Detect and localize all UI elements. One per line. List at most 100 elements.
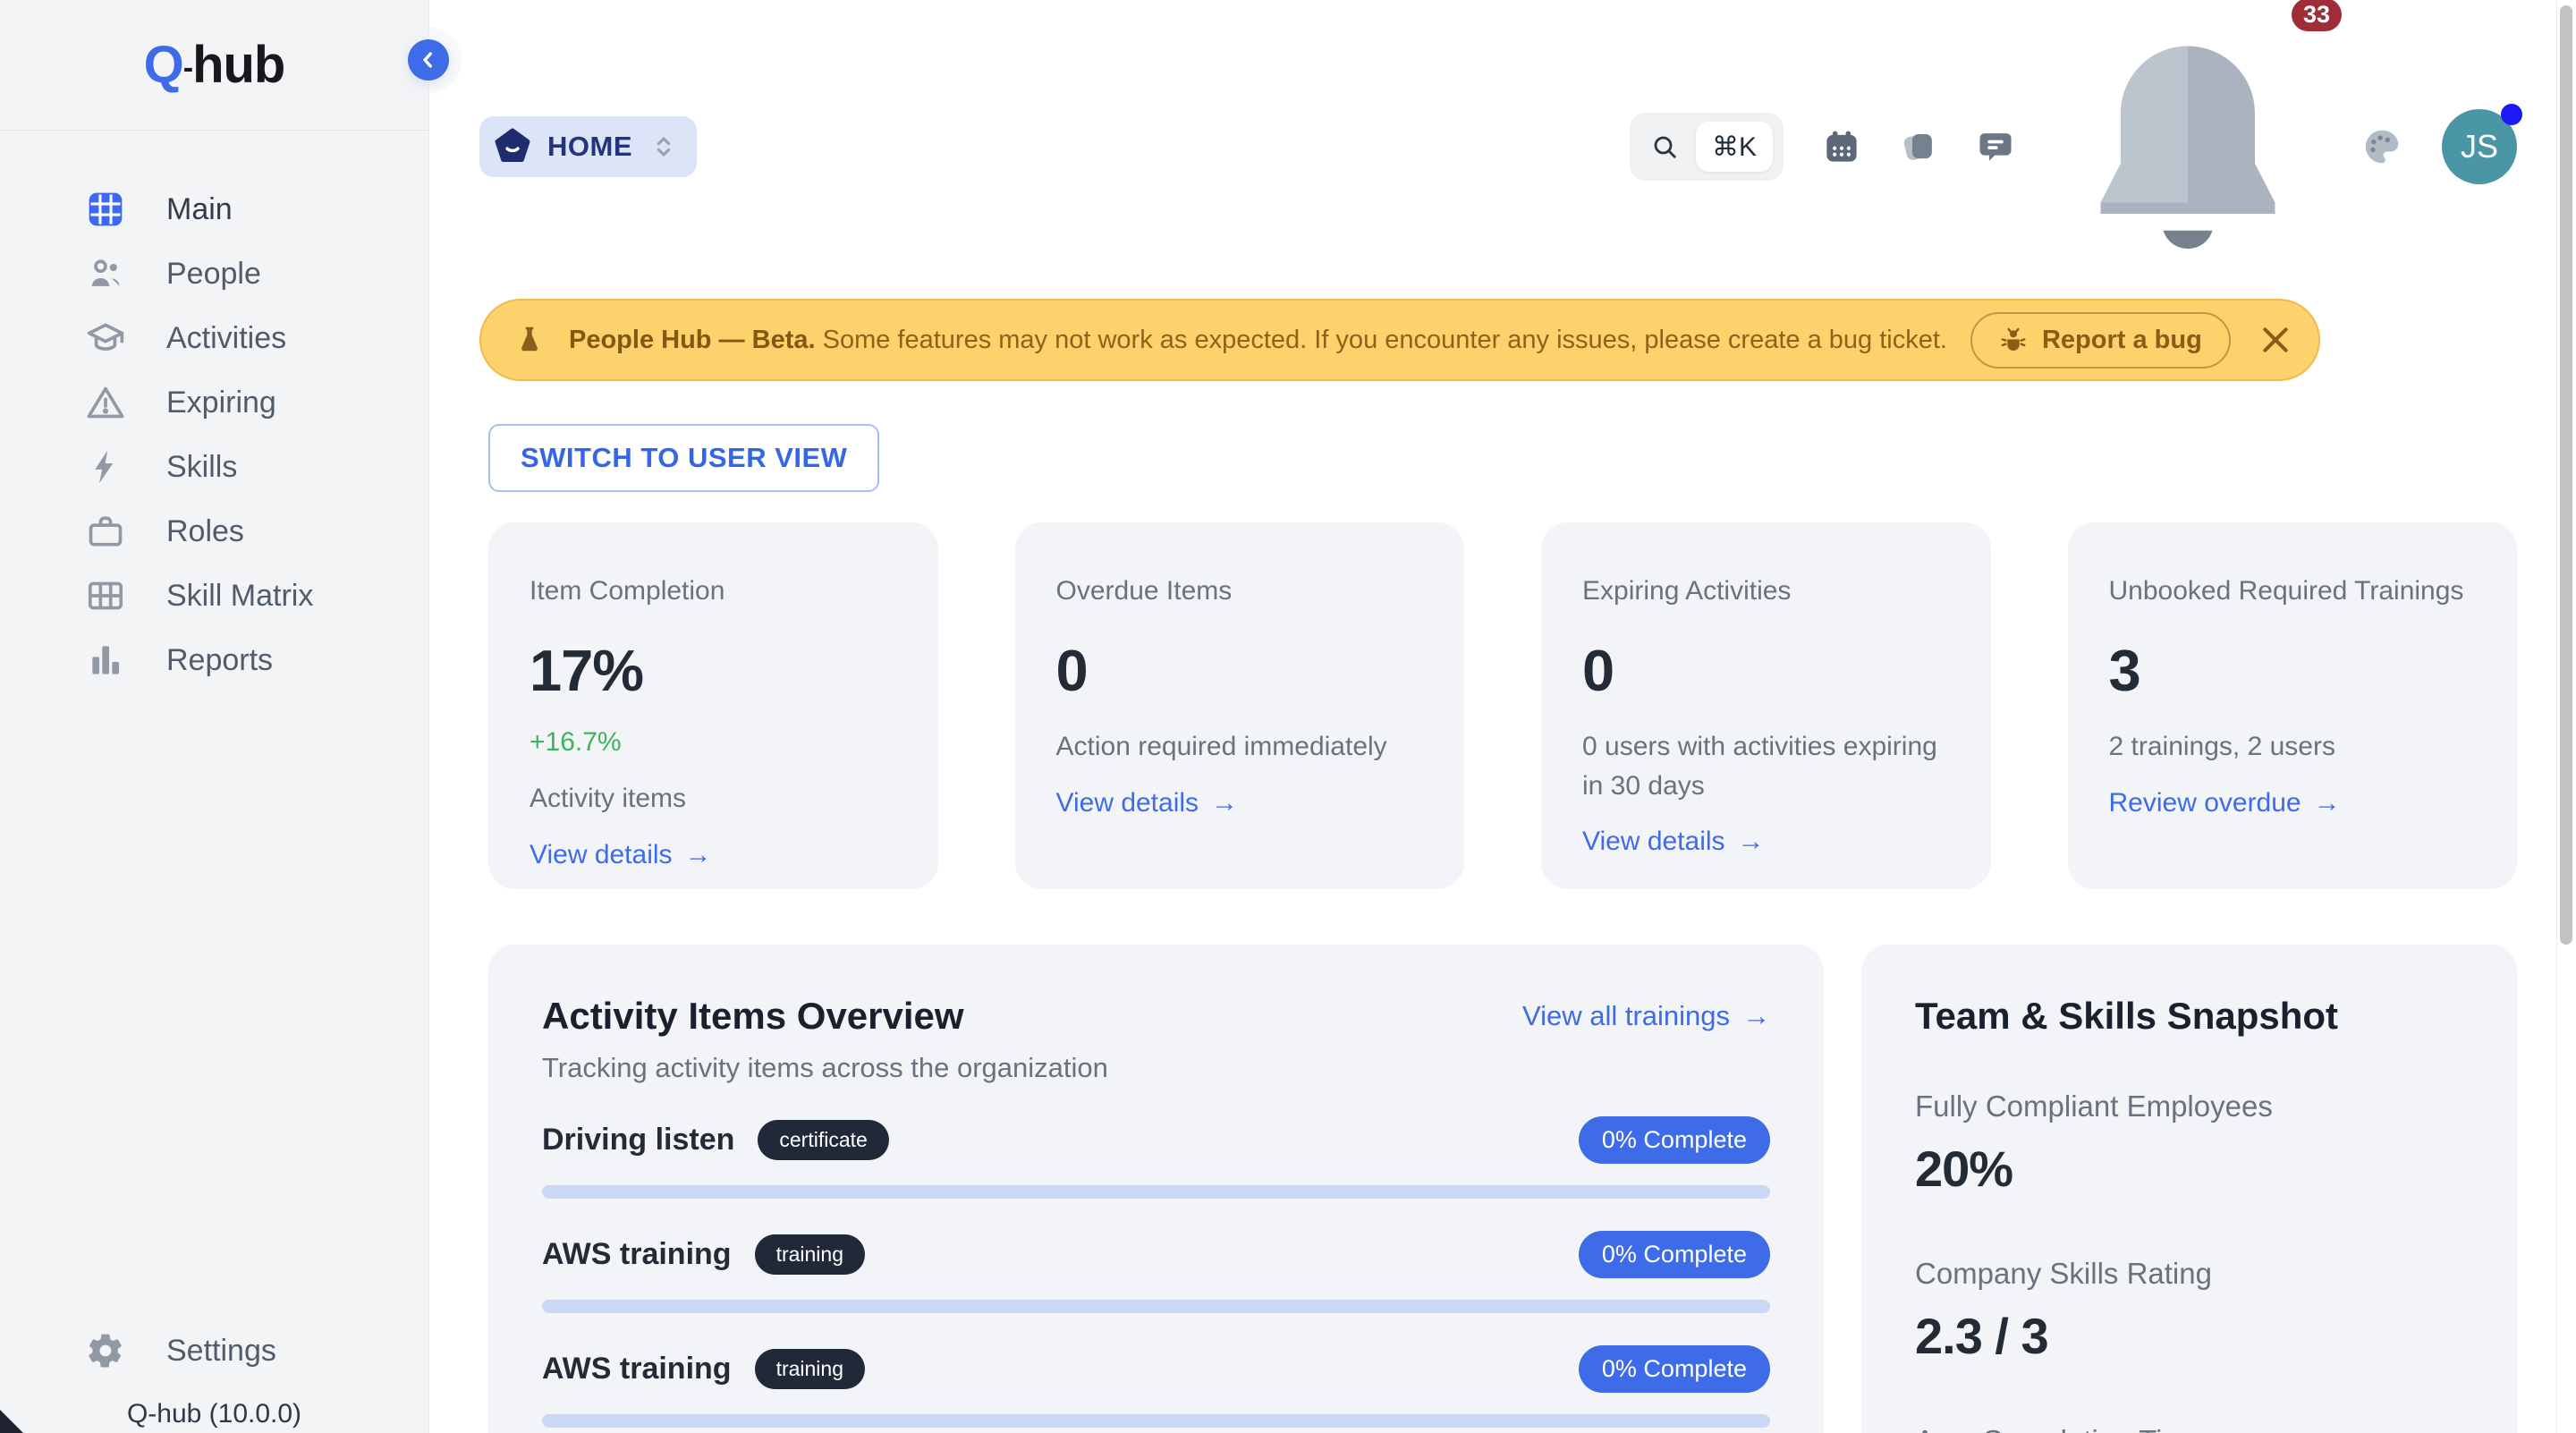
training-status-pill: 0% Complete bbox=[1578, 1116, 1770, 1164]
progress-bar bbox=[542, 1300, 1770, 1313]
sidebar-item-icon bbox=[86, 512, 125, 551]
gear-icon bbox=[86, 1331, 125, 1370]
stat-subtitle: Action required immediately bbox=[1055, 732, 1387, 761]
stat-title: Unbooked Required Trainings bbox=[2108, 576, 2464, 606]
workspace-icon bbox=[494, 128, 531, 165]
sidebar-item-icon bbox=[86, 254, 125, 293]
snapshot-metric: Company Skills Rating 2.3 / 3 bbox=[1915, 1257, 2463, 1365]
sidebar-item[interactable]: Reports bbox=[0, 628, 428, 692]
stat-card: Item Completion 17% +16.7% Activity item… bbox=[488, 522, 938, 889]
arrow-right-icon: → bbox=[684, 839, 712, 869]
calendar-icon[interactable] bbox=[1823, 128, 1860, 165]
sidebar-item[interactable]: Skill Matrix bbox=[0, 564, 428, 628]
sidebar-item-settings[interactable]: Settings bbox=[0, 1319, 428, 1383]
sidebar-item-label: Skills bbox=[166, 449, 238, 484]
workspace-switcher[interactable]: HOME bbox=[479, 116, 697, 177]
stat-link[interactable]: Review overdue → bbox=[2109, 788, 2341, 818]
overview-title: Activity Items Overview bbox=[542, 995, 964, 1037]
user-avatar[interactable]: JS bbox=[2442, 104, 2522, 184]
metric-label: Fully Compliant Employees bbox=[1915, 1090, 2273, 1123]
stat-card: Expiring Activities 0 0 users with activ… bbox=[1541, 522, 1991, 889]
stat-cards: Item Completion 17% +16.7% Activity item… bbox=[488, 522, 2517, 889]
chevron-left-icon bbox=[415, 47, 442, 73]
sidebar-item-label: People bbox=[166, 256, 261, 291]
sidebar-item[interactable]: Main bbox=[0, 177, 428, 242]
snapshot-metric: Avg. Completion Time 0 days bbox=[1915, 1424, 2463, 1433]
report-bug-label: Report a bug bbox=[2041, 325, 2202, 354]
app-logo: Q-hub bbox=[0, 0, 428, 131]
training-status-pill: 0% Complete bbox=[1578, 1345, 1770, 1393]
notifications-button[interactable]: 33 bbox=[2054, 0, 2342, 281]
stat-title: Item Completion bbox=[530, 576, 725, 606]
sidebar-item[interactable]: People bbox=[0, 242, 428, 306]
stat-link-label: Review overdue bbox=[2108, 787, 2301, 818]
training-type-badge: training bbox=[754, 1349, 865, 1389]
theme-palette-icon[interactable] bbox=[2361, 126, 2402, 167]
banner-message: Some features may not work as expected. … bbox=[822, 325, 1947, 354]
stat-link[interactable]: View details → bbox=[1056, 788, 1239, 818]
layers-icon[interactable] bbox=[1900, 128, 1937, 165]
workspace-label: HOME bbox=[547, 131, 632, 162]
metric-value: 2.3 / 3 bbox=[1915, 1308, 2049, 1364]
sidebar: Q-hub Main People Activities Expiring bbox=[0, 0, 449, 1433]
stat-link[interactable]: View details → bbox=[1582, 827, 1765, 857]
snapshot-metrics: Fully Compliant Employees 20% Company Sk… bbox=[1915, 1090, 2463, 1433]
avatar-initials: JS bbox=[2460, 128, 2498, 165]
search-button[interactable]: ⌘K bbox=[1629, 113, 1784, 181]
stat-subtitle: 2 trainings, 2 users bbox=[2108, 732, 2335, 761]
arrow-right-icon: → bbox=[1742, 1000, 1770, 1031]
training-type-badge: certificate bbox=[758, 1120, 889, 1160]
progress-bar bbox=[542, 1414, 1770, 1428]
sidebar-item-icon bbox=[86, 447, 125, 487]
sidebar-item-label: Skill Matrix bbox=[166, 578, 314, 613]
stat-value: 3 bbox=[2108, 638, 2141, 703]
banner-title: People Hub — Beta. bbox=[569, 325, 816, 354]
view-all-trainings-link[interactable]: View all trainings → bbox=[1522, 1000, 1770, 1032]
sidebar-item[interactable]: Skills bbox=[0, 435, 428, 499]
report-bug-button[interactable]: Report a bug bbox=[1970, 311, 2231, 369]
training-row: AWS training training 0% Complete bbox=[542, 1231, 1770, 1313]
stat-link-label: View details bbox=[530, 839, 673, 869]
sidebar-item[interactable]: Activities bbox=[0, 306, 428, 370]
close-icon bbox=[2258, 322, 2293, 358]
notification-badge: 33 bbox=[2291, 0, 2342, 31]
banner-close-button[interactable] bbox=[2258, 322, 2293, 358]
scrollbar-thumb[interactable] bbox=[2560, 5, 2572, 945]
overview-items: Driving listen certificate 0% Complete bbox=[542, 1116, 1770, 1433]
flask-icon bbox=[513, 324, 546, 356]
topbar-actions: ⌘K 33 JS bbox=[1629, 0, 2522, 281]
stat-value: 0 bbox=[1582, 638, 1614, 703]
stat-title: Expiring Activities bbox=[1582, 576, 1792, 606]
snapshot-title: Team & Skills Snapshot bbox=[1915, 995, 2339, 1037]
sidebar-item-label: Activities bbox=[166, 320, 287, 355]
stat-card: Overdue Items 0 Action required immediat… bbox=[1014, 522, 1464, 889]
main-content: HOME ⌘K 33 JS People Hub — Beta. bbox=[429, 0, 2576, 1433]
sidebar-item-label: Roles bbox=[166, 513, 244, 548]
dashboard-panels: Activity Items Overview View all trainin… bbox=[488, 945, 2517, 1433]
training-status-pill: 0% Complete bbox=[1578, 1231, 1770, 1278]
search-shortcut: ⌘K bbox=[1695, 122, 1773, 172]
stat-link[interactable]: View details → bbox=[530, 840, 712, 870]
sidebar-collapse-button[interactable] bbox=[408, 39, 449, 81]
beta-banner: People Hub — Beta. Some features may not… bbox=[479, 299, 2320, 381]
metric-label: Avg. Completion Time bbox=[1915, 1424, 2463, 1433]
corner-artifact bbox=[0, 1410, 23, 1433]
view-all-trainings-label: View all trainings bbox=[1521, 1000, 1730, 1031]
logo-dash: - bbox=[182, 51, 193, 86]
team-skills-snapshot-panel: Team & Skills Snapshot Fully Compliant E… bbox=[1861, 945, 2517, 1433]
metric-value: 20% bbox=[1915, 1140, 2013, 1197]
switch-to-user-view-button[interactable]: SWITCH TO USER VIEW bbox=[488, 424, 880, 492]
stat-title: Overdue Items bbox=[1055, 576, 1233, 606]
sidebar-item[interactable]: Expiring bbox=[0, 370, 428, 435]
sidebar-item-icon bbox=[86, 640, 125, 680]
sidebar-item-icon bbox=[86, 190, 125, 229]
training-row: AWS training training 0% Complete bbox=[542, 1345, 1770, 1428]
snapshot-metric: Fully Compliant Employees 20% bbox=[1915, 1090, 2463, 1198]
chevron-updown-icon bbox=[648, 131, 679, 162]
sidebar-item[interactable]: Roles bbox=[0, 499, 428, 564]
training-name: AWS training bbox=[542, 1237, 732, 1271]
chat-icon[interactable] bbox=[1977, 128, 2014, 165]
sidebar-item-icon bbox=[86, 383, 125, 422]
scrollbar[interactable] bbox=[2556, 0, 2576, 1433]
